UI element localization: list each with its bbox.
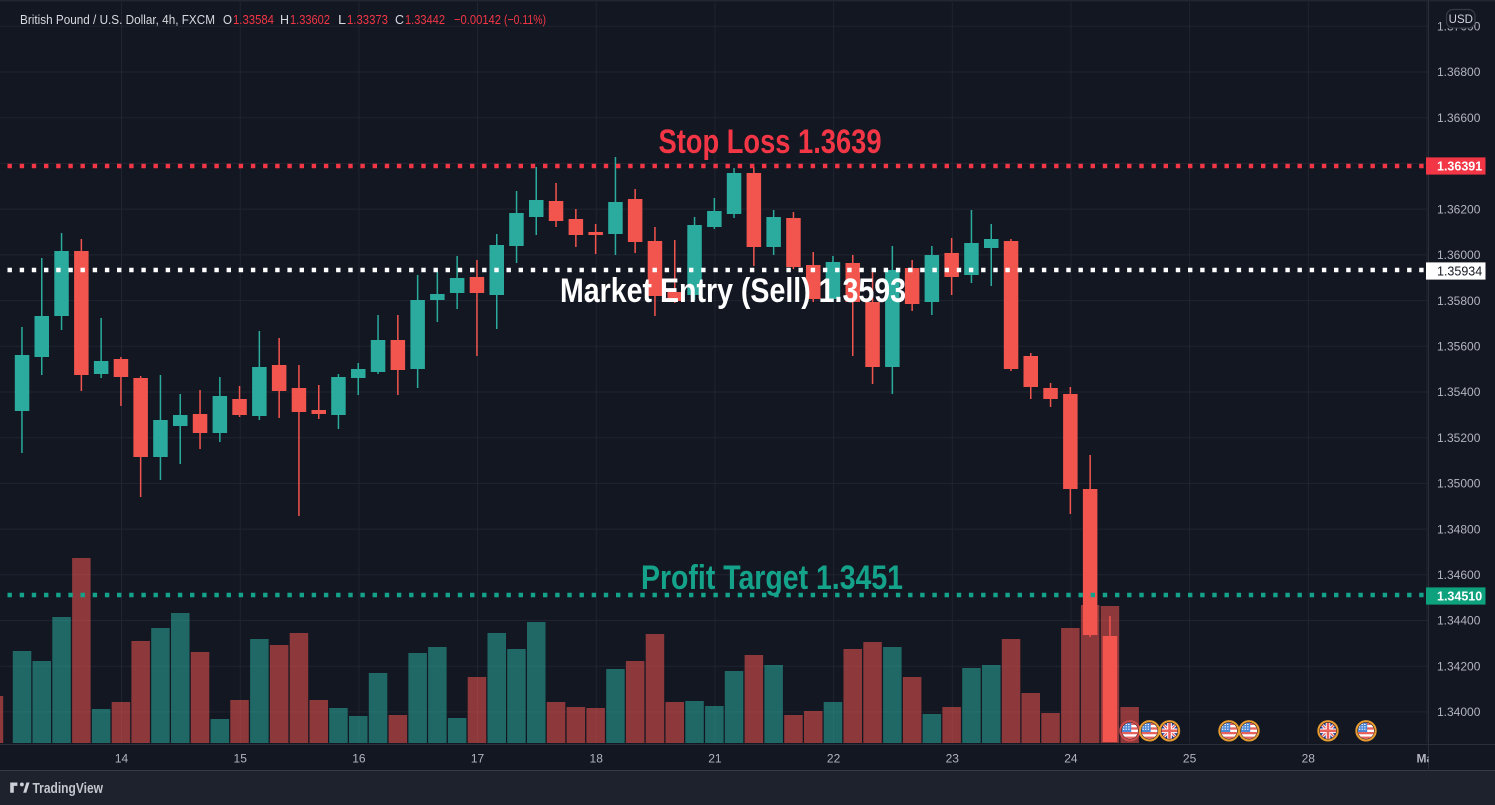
svg-text:1.33602: 1.33602 xyxy=(290,12,330,27)
svg-text:28: 28 xyxy=(1302,752,1316,766)
svg-text:16: 16 xyxy=(352,752,366,766)
svg-text:1.36800: 1.36800 xyxy=(1437,65,1481,79)
svg-text:1.34200: 1.34200 xyxy=(1437,659,1481,673)
svg-text:1.36200: 1.36200 xyxy=(1437,202,1481,216)
svg-text:25: 25 xyxy=(1183,752,1197,766)
svg-text:USD: USD xyxy=(1449,14,1473,26)
svg-text:H: H xyxy=(280,12,289,27)
svg-text:1.35600: 1.35600 xyxy=(1437,340,1481,354)
svg-text:Stop Loss 1.3639: Stop Loss 1.3639 xyxy=(659,123,882,161)
svg-text:1.35800: 1.35800 xyxy=(1437,294,1481,308)
svg-text:−0.00142: −0.00142 xyxy=(454,12,501,27)
svg-text:1.34800: 1.34800 xyxy=(1437,522,1481,536)
svg-text:1.35000: 1.35000 xyxy=(1437,477,1481,491)
svg-text:C: C xyxy=(395,12,404,27)
svg-text:1.34510: 1.34510 xyxy=(1437,589,1482,603)
svg-text:17: 17 xyxy=(471,752,485,766)
svg-text:1.33373: 1.33373 xyxy=(347,12,388,27)
svg-text:1.36391: 1.36391 xyxy=(1437,159,1482,173)
svg-text:Market Entry (Sell) 1.3593: Market Entry (Sell) 1.3593 xyxy=(560,272,906,310)
svg-text:1.36600: 1.36600 xyxy=(1437,111,1481,125)
svg-text:1.34600: 1.34600 xyxy=(1437,568,1481,582)
svg-text:Profit Target 1.3451: Profit Target 1.3451 xyxy=(641,559,903,597)
svg-text:1.33442: 1.33442 xyxy=(405,12,445,27)
svg-text:1.35200: 1.35200 xyxy=(1437,431,1481,445)
svg-text:O: O xyxy=(223,12,232,27)
svg-text:1.34000: 1.34000 xyxy=(1437,705,1481,719)
svg-text:1.35934: 1.35934 xyxy=(1437,264,1482,278)
svg-text:18: 18 xyxy=(590,752,604,766)
svg-text:23: 23 xyxy=(946,752,960,766)
svg-text:British Pound / U.S. Dollar, 4: British Pound / U.S. Dollar, 4h, FXCM xyxy=(20,12,215,27)
svg-text:1.35400: 1.35400 xyxy=(1437,385,1481,399)
svg-text:21: 21 xyxy=(708,752,722,766)
svg-text:1.33584: 1.33584 xyxy=(233,12,274,27)
svg-text:24: 24 xyxy=(1064,752,1078,766)
svg-text:(−0.11%): (−0.11%) xyxy=(504,12,546,27)
svg-text:Mar: Mar xyxy=(1417,752,1439,766)
svg-text:22: 22 xyxy=(827,752,841,766)
svg-text:14: 14 xyxy=(115,752,129,766)
svg-text:1.34400: 1.34400 xyxy=(1437,614,1481,628)
svg-text:15: 15 xyxy=(234,752,248,766)
svg-text:L: L xyxy=(338,12,346,27)
svg-text:1.36000: 1.36000 xyxy=(1437,248,1481,262)
svg-text:TradingView: TradingView xyxy=(33,781,104,797)
